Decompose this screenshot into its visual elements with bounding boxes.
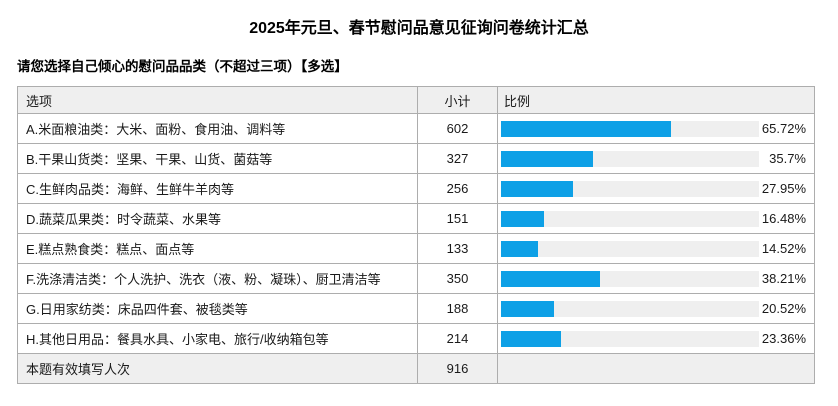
ratio-cell: 27.95%: [501, 180, 806, 197]
table-row: G.日用家纺类：床品四件套、被毯类等 188 20.52%: [17, 293, 815, 324]
option-label: G.日用家纺类：床品四件套、被毯类等: [17, 293, 418, 324]
table-row: E.糕点熟食类：糕点、面点等 133 14.52%: [17, 233, 815, 264]
ratio-cell: 16.48%: [501, 210, 806, 227]
subtotal-value: 256: [417, 173, 498, 204]
ratio-cell: 65.72%: [501, 120, 806, 137]
bar-fill: [501, 240, 539, 257]
bar-track: [501, 330, 759, 347]
table-row: C.生鲜肉品类：海鲜、生鲜牛羊肉等 256 27.95%: [17, 173, 815, 204]
table-row: F.洗涤清洁类：个人洗护、洗衣（液、粉、凝珠）、厨卫清洁等 350 38.21%: [17, 263, 815, 294]
footer-label: 本题有效填写人次: [17, 353, 418, 384]
ratio-cell: 14.52%: [501, 240, 806, 257]
bar-fill: [501, 270, 600, 287]
percent-label: 16.48%: [761, 211, 806, 226]
subtotal-value: 214: [417, 323, 498, 354]
subtotal-value: 602: [417, 113, 498, 144]
table-footer-row: 本题有效填写人次 916: [17, 353, 815, 384]
survey-stats-table: 选项 小计 比例 A.米面粮油类：大米、面粉、食用油、调料等 602 65.72…: [17, 86, 815, 384]
subtotal-value: 350: [417, 263, 498, 294]
percent-label: 38.21%: [761, 271, 806, 286]
table-header-row: 选项 小计 比例: [17, 86, 815, 114]
column-header-option: 选项: [17, 86, 418, 114]
footer-subtotal: 916: [417, 353, 498, 384]
bar-track: [501, 300, 759, 317]
footer-ratio-empty: [497, 353, 815, 384]
option-label: F.洗涤清洁类：个人洗护、洗衣（液、粉、凝珠）、厨卫清洁等: [17, 263, 418, 294]
table-row: D.蔬菜瓜果类：时令蔬菜、水果等 151 16.48%: [17, 203, 815, 234]
bar-track: [501, 210, 759, 227]
ratio-cell: 20.52%: [501, 300, 806, 317]
option-label: A.米面粮油类：大米、面粉、食用油、调料等: [17, 113, 418, 144]
table-row: H.其他日用品：餐具水具、小家电、旅行/收纳箱包等 214 23.36%: [17, 323, 815, 354]
question-title: 请您选择自己倾心的慰问品品类（不超过三项）【多选】: [17, 59, 348, 74]
bar-track: [501, 150, 759, 167]
bar-fill: [501, 180, 574, 197]
page-title: 2025年元旦、春节慰问品意见征询问卷统计汇总: [249, 20, 589, 37]
subtotal-value: 151: [417, 203, 498, 234]
option-label: D.蔬菜瓜果类：时令蔬菜、水果等: [17, 203, 418, 234]
bar-fill: [501, 120, 671, 137]
option-label: B.干果山货类：坚果、干果、山货、菌菇等: [17, 143, 418, 174]
ratio-cell: 38.21%: [501, 270, 806, 287]
column-header-ratio: 比例: [497, 86, 815, 114]
ratio-cell: 23.36%: [501, 330, 806, 347]
bar-fill: [501, 150, 594, 167]
table-row: B.干果山货类：坚果、干果、山货、菌菇等 327 35.7%: [17, 143, 815, 174]
percent-label: 65.72%: [761, 121, 806, 136]
table-row: A.米面粮油类：大米、面粉、食用油、调料等 602 65.72%: [17, 113, 815, 144]
option-label: H.其他日用品：餐具水具、小家电、旅行/收纳箱包等: [17, 323, 418, 354]
percent-label: 23.36%: [761, 331, 806, 346]
percent-label: 14.52%: [761, 241, 806, 256]
subtotal-value: 327: [417, 143, 498, 174]
option-label: E.糕点熟食类：糕点、面点等: [17, 233, 418, 264]
bar-track: [501, 240, 759, 257]
bar-track: [501, 180, 759, 197]
subtotal-value: 188: [417, 293, 498, 324]
bar-track: [501, 120, 759, 137]
bar-fill: [501, 210, 544, 227]
percent-label: 27.95%: [761, 181, 806, 196]
option-label: C.生鲜肉品类：海鲜、生鲜牛羊肉等: [17, 173, 418, 204]
ratio-cell: 35.7%: [501, 150, 806, 167]
column-header-subtotal: 小计: [417, 86, 498, 114]
subtotal-value: 133: [417, 233, 498, 264]
percent-label: 35.7%: [769, 151, 806, 166]
bar-fill: [501, 300, 554, 317]
percent-label: 20.52%: [761, 301, 806, 316]
bar-fill: [501, 330, 562, 347]
bar-track: [501, 270, 759, 287]
